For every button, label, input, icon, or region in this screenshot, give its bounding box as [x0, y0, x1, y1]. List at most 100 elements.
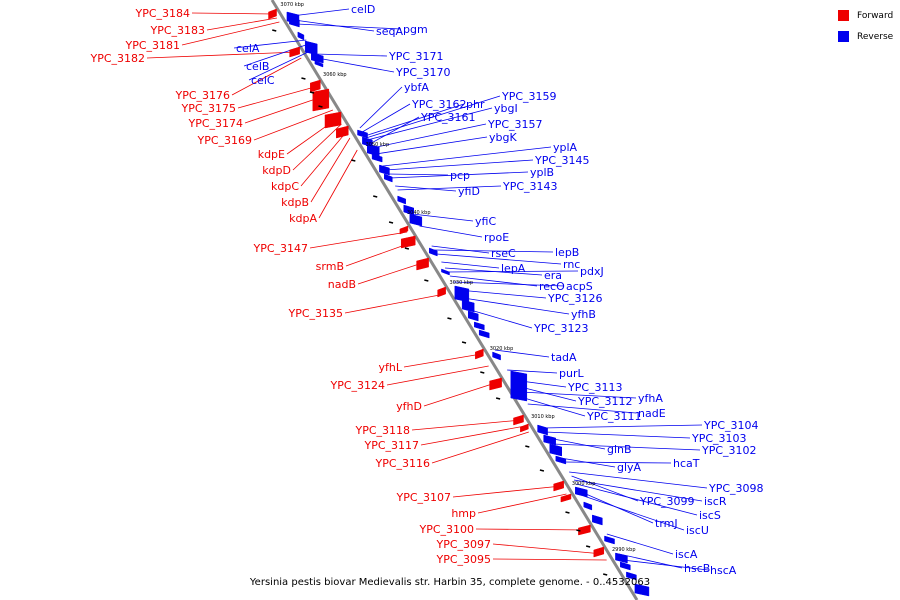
gene-label: celB — [246, 60, 269, 73]
forward-gene-block — [310, 79, 321, 93]
feature-dash — [309, 91, 315, 94]
label-leader — [470, 309, 533, 329]
feature-dash — [576, 529, 581, 532]
gene-label: YPC_3104 — [703, 419, 759, 432]
feature-dash — [373, 195, 378, 198]
gene-label: iscU — [686, 524, 709, 537]
gene-label: kdpD — [262, 164, 291, 177]
label-leader — [248, 49, 313, 81]
gene-label: rpoE — [484, 231, 509, 244]
gene-label: glyA — [617, 461, 642, 474]
gene-label: rnc — [563, 258, 580, 271]
gene-label: YPC_3100 — [418, 523, 474, 536]
label-leader — [314, 53, 388, 57]
legend-forward: Forward — [838, 9, 893, 22]
reverse-gene-block — [626, 571, 637, 581]
reverse-gene-block — [289, 16, 300, 28]
label-leader-lines — [146, 8, 709, 571]
legend: Forward Reverse — [838, 9, 893, 51]
reverse-gene-block — [371, 153, 383, 163]
label-leader — [233, 39, 307, 49]
gene-label: YPC_3184 — [134, 7, 190, 20]
feature-dash — [539, 469, 545, 472]
reverse-gene-block — [537, 424, 548, 436]
label-leader — [573, 479, 703, 502]
position-tick-label: 3040 kbp — [407, 210, 431, 216]
reverse-gene-block — [454, 285, 470, 303]
feature-dash — [424, 279, 429, 282]
label-leader — [420, 425, 526, 446]
legend-reverse: Reverse — [838, 30, 893, 43]
label-leader — [359, 86, 403, 129]
gene-label: pgm — [403, 23, 428, 36]
position-tick-label: 3010 kbp — [531, 414, 555, 420]
position-tick-label: 3020 kbp — [490, 346, 514, 352]
gene-label: srmB — [316, 260, 344, 273]
label-leader — [146, 51, 298, 59]
reverse-gene-block — [620, 561, 631, 571]
gene-label: ybgI — [494, 102, 518, 115]
gene-label: pdxJ — [580, 265, 604, 278]
forward-gene-block — [289, 46, 300, 58]
feature-dash — [495, 397, 501, 400]
gene-label: YPC_3162 — [411, 98, 467, 111]
reverse-gene-block — [549, 443, 562, 457]
gene-label: iscA — [675, 548, 698, 561]
label-leader — [569, 471, 708, 489]
label-leader — [412, 213, 474, 222]
reverse-gene-block — [543, 434, 556, 446]
gene-label: YPC_3097 — [435, 538, 491, 551]
position-tick-label: 3050 kbp — [366, 142, 390, 148]
reverse-gene-block — [467, 310, 479, 322]
gene-label: tadA — [551, 351, 577, 364]
gene-label: pcp — [450, 169, 470, 182]
reverse-gene-block — [384, 173, 393, 183]
gene-label: lepB — [555, 246, 579, 259]
gene-label: YPC_3117 — [363, 439, 419, 452]
feature-dash — [404, 247, 410, 250]
gene-label: YPC_3181 — [124, 39, 180, 52]
position-tick-label: 3030 kbp — [450, 280, 474, 286]
gene-label: YPC_3175 — [180, 102, 236, 115]
gene-label: YPC_3099 — [639, 495, 695, 508]
label-leader — [237, 85, 319, 109]
legend-forward-swatch — [838, 10, 849, 21]
label-leader — [364, 103, 465, 137]
reverse-gene-block — [429, 247, 438, 257]
label-leader — [544, 431, 691, 439]
label-leader — [309, 231, 408, 249]
gene-label: yfhA — [638, 392, 663, 405]
gene-label: lepA — [501, 262, 526, 275]
gene-label: trmJ — [655, 517, 678, 530]
feature-dash — [301, 77, 306, 80]
label-leader — [583, 495, 685, 531]
reverse-gene-block — [461, 299, 475, 313]
feature-dash — [447, 317, 452, 320]
forward-gene-block — [578, 524, 591, 536]
feature-dash — [603, 573, 608, 576]
reverse-gene-block — [397, 195, 406, 205]
gene-label: hmp — [451, 507, 476, 520]
label-leader — [492, 558, 607, 561]
gene-label: YPC_3123 — [533, 322, 589, 335]
label-leader — [403, 353, 482, 368]
label-leader — [458, 289, 547, 299]
position-tick-label: 2990 kbp — [612, 547, 636, 553]
label-leader — [317, 57, 395, 73]
feature-dash — [272, 29, 277, 32]
label-leader — [371, 123, 487, 149]
gene-label: YPC_3124 — [329, 379, 385, 392]
feature-dash — [318, 105, 323, 108]
gene-label: yfhD — [396, 400, 422, 413]
gene-label: iscS — [699, 509, 721, 522]
reverse-gene-block — [583, 501, 593, 511]
label-leader — [475, 528, 589, 531]
gene-label: kdpB — [281, 196, 309, 209]
gene-label: YPC_3147 — [252, 242, 308, 255]
forward-gene-block — [560, 493, 572, 503]
gene-label: iscR — [704, 495, 727, 508]
label-leader — [548, 437, 606, 450]
forward-gene-block — [416, 257, 429, 271]
